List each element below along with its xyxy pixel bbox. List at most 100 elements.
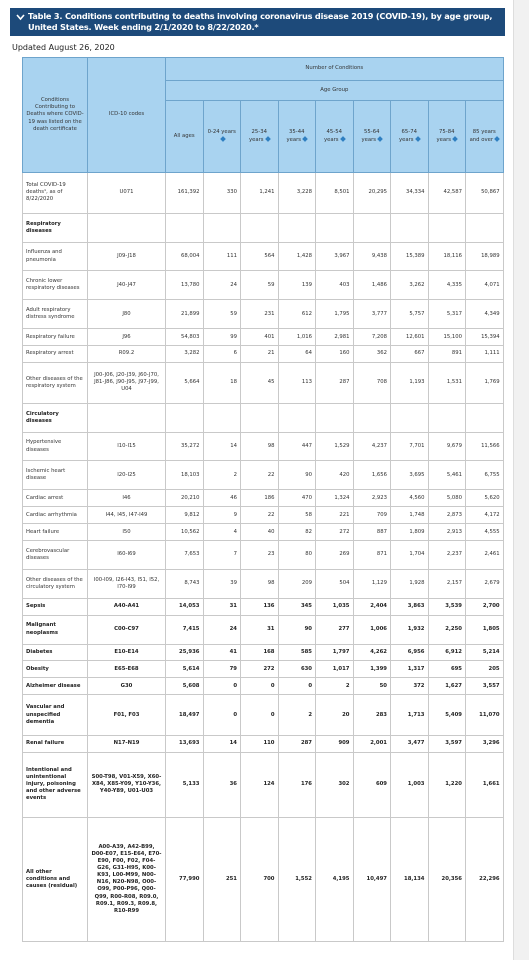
table-cell: 98	[240, 431, 279, 462]
table-cell: 59	[240, 270, 279, 301]
table-cell: 3,296	[465, 735, 504, 753]
title-bar[interactable]: Table 3. Conditions contributing to deat…	[10, 8, 505, 36]
table-cell: S00-T98, V01-X59, X60-X84, X85-Y09, Y10-…	[87, 751, 166, 818]
header-row: Age Group	[23, 80, 504, 101]
table-cell: 1,552	[277, 816, 316, 943]
sort-icon[interactable]	[494, 136, 500, 142]
table-cell: 79	[202, 660, 241, 679]
table-row: Respiratory failure J96 54,803 99 401 1,016 2,…	[22, 328, 504, 347]
table-row: Vascular and unspecified dementia F01, F0…	[22, 694, 504, 737]
table-row: Other diseases of the circulatory system…	[22, 568, 504, 599]
table-cell: 2,913	[427, 523, 466, 542]
table-cell: Respiratory failure	[22, 328, 88, 347]
table-cell: 31	[240, 614, 279, 645]
table-cell: 58	[277, 506, 316, 525]
table-cell: 4,195	[315, 816, 354, 943]
updated-date: Updated August 26, 2020	[12, 43, 115, 52]
table-cell: 9	[202, 506, 241, 525]
table-cell: Other diseases of the respiratory system	[22, 361, 88, 404]
table-header: Conditions Contributing to Deaths where …	[22, 57, 504, 173]
table-cell: 1,713	[390, 694, 429, 737]
table-cell: 470	[277, 489, 316, 508]
table-cell: 1,241	[240, 172, 279, 214]
table-cell: 77,990	[165, 816, 204, 943]
table-cell: 64	[277, 345, 316, 363]
table-cell: 1,769	[465, 361, 504, 404]
column-header-text: 0-24 years	[207, 129, 236, 136]
header-row: Conditions Contributing to Deaths where …	[22, 57, 504, 173]
table-cell: Influenza and pneumonia	[22, 241, 88, 272]
table-cell: J09-J18	[87, 241, 166, 272]
table-row: Adult respiratory distress syndrome J80 21…	[22, 299, 504, 330]
table-cell: 20,356	[427, 816, 466, 943]
table-cell: Alzheimer disease	[22, 677, 88, 696]
column-header: 45-54 years	[315, 100, 354, 173]
table-row: Circulatory diseases	[22, 402, 504, 433]
table-cell: 15,389	[390, 241, 429, 272]
table-cell: 90	[277, 614, 316, 645]
sort-icon[interactable]	[264, 136, 271, 142]
table-cell: Sepsis	[22, 597, 88, 616]
chevron-icon	[16, 14, 25, 21]
table-cell: 585	[277, 643, 316, 662]
table-cell: 1,016	[277, 328, 316, 347]
empty-cell	[277, 212, 316, 243]
table-cell: 82	[277, 523, 316, 542]
table-cell: 176	[277, 751, 316, 818]
sort-icon[interactable]	[414, 136, 421, 142]
table-cell: I10-I15	[87, 431, 166, 462]
table-cell: 2	[202, 460, 241, 491]
table-cell: 18,989	[465, 241, 504, 272]
table-cell: N17-N19	[87, 735, 166, 753]
table-cell: 4,262	[352, 643, 391, 662]
table-cell: 1,324	[315, 489, 354, 508]
table-cell: 2,700	[465, 597, 504, 616]
table-cell: J80	[87, 299, 166, 330]
table-cell: Renal failure	[22, 735, 88, 753]
data-table: Conditions Contributing to Deaths where …	[22, 57, 504, 943]
table-cell: 1,932	[390, 614, 429, 645]
table-cell: 1,003	[390, 751, 429, 818]
table-cell: 5,461	[427, 460, 466, 491]
table-cell: 35,272	[165, 431, 204, 462]
table-cell: 3,967	[315, 241, 354, 272]
table-cell: 7,415	[165, 614, 204, 645]
table-cell: 3,282	[165, 345, 204, 363]
table-cell: 5,757	[390, 299, 429, 330]
table-cell: 1,399	[352, 660, 391, 679]
sort-icon[interactable]	[377, 136, 383, 142]
subgroup-header: Age Group	[165, 80, 504, 101]
table-cell: 0	[277, 677, 316, 696]
table-cell: 1,928	[390, 568, 429, 599]
sort-icon[interactable]	[339, 136, 346, 142]
scrollbar[interactable]	[513, 0, 529, 960]
table-cell: 21,899	[165, 299, 204, 330]
table-cell: 22	[240, 460, 279, 491]
sort-icon[interactable]	[219, 136, 226, 142]
table-cell: 20	[315, 694, 354, 737]
column-header: 85 years and over	[465, 100, 504, 173]
table-cell: I60-I69	[87, 540, 166, 570]
table-cell: 22	[240, 506, 279, 525]
sort-icon[interactable]	[302, 136, 308, 142]
table-cell: I46	[87, 489, 166, 508]
table-cell: 18,116	[427, 241, 466, 272]
table-row: Chronic lower respiratory diseases J40-J4…	[22, 270, 504, 301]
table-cell: 3,477	[390, 735, 429, 753]
table-cell: C00-C97	[87, 614, 166, 645]
sort-icon[interactable]	[452, 136, 458, 142]
table-cell: 564	[240, 241, 279, 272]
table-row: Respiratory diseases	[22, 212, 504, 243]
table-cell: 6,755	[465, 460, 504, 491]
table-cell: 209	[277, 568, 316, 599]
table-cell: All other conditions and causes (residua…	[22, 816, 88, 943]
table-cell: E65-E68	[87, 660, 166, 679]
table-cell: 231	[240, 299, 279, 330]
table-cell: 2,981	[315, 328, 354, 347]
table-cell: 4,335	[427, 270, 466, 301]
header-row: All ages 0-24 years 25-34 years 35-44 years…	[23, 100, 504, 173]
column-header-text: 25-34 years	[248, 129, 267, 143]
table-row: Cardiac arrest I46 20,210 46 186 470 1,324 2,92…	[22, 489, 504, 508]
column-header: 65-74 years	[390, 100, 429, 173]
